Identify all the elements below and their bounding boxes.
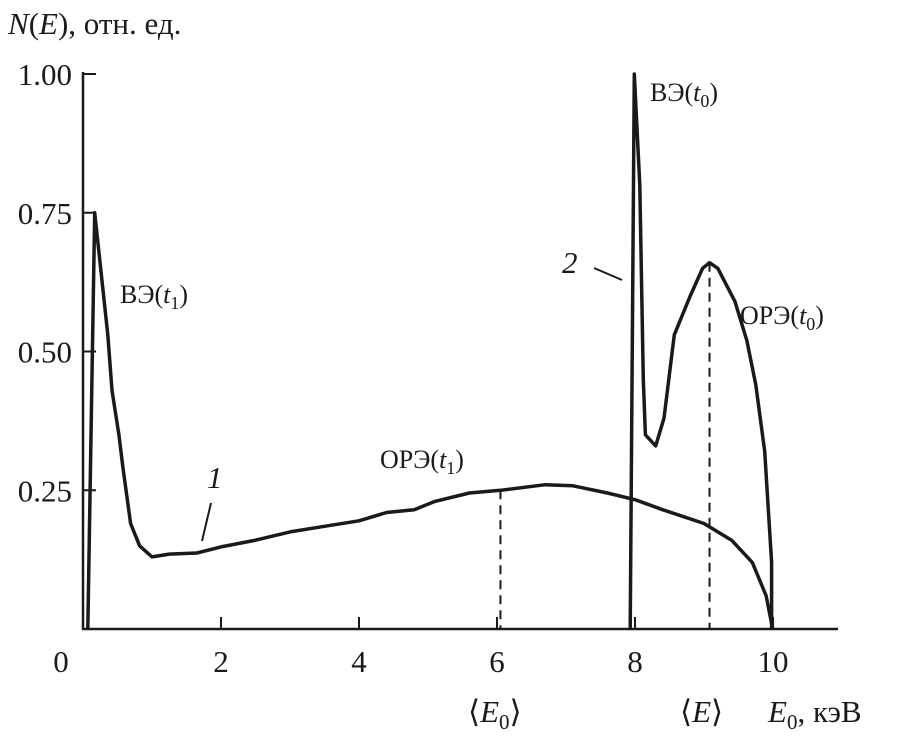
curve-label-1: 1: [207, 460, 223, 495]
curve-label-2-leader: [593, 267, 623, 281]
marker-label-mean-e0: ⟨E0⟩: [468, 694, 522, 734]
curve-label-2: 2: [562, 245, 578, 280]
x-tick-label: 0: [53, 644, 69, 679]
annotation-ve-t1: ВЭ(t1): [120, 280, 188, 313]
y-tick-label: 0.25: [18, 473, 72, 508]
y-tick-label: 0.75: [18, 196, 72, 231]
y-tick-label: 0.50: [18, 335, 72, 370]
series-line-1: [86, 211, 774, 630]
x-tick-label: 8: [627, 644, 643, 679]
x-tick-label: 6: [489, 644, 505, 679]
x-tick-label: 2: [213, 644, 229, 679]
x-tick-label: 10: [758, 644, 789, 679]
annotation-ore-t1: ОРЭ(t1): [380, 445, 464, 478]
x-axis-title: E0, кэВ: [767, 694, 862, 734]
x-tick-label: 4: [351, 644, 367, 679]
annotation-ve-t0: ВЭ(t0): [650, 78, 718, 111]
marker-label-mean-e: ⟨E⟩: [680, 694, 723, 729]
y-axis-title: N(E), отн. ед.: [7, 6, 181, 41]
y-tick-label: 1.00: [18, 57, 72, 92]
curve-label-1-leader: [201, 502, 212, 542]
series-line-2: [628, 72, 774, 630]
annotation-ore-t0: ОРЭ(t0): [740, 301, 824, 334]
